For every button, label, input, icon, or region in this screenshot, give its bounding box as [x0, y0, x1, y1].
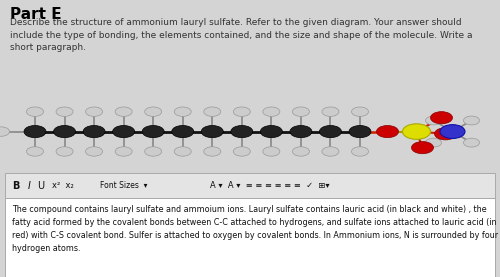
Circle shape — [204, 107, 221, 116]
Circle shape — [115, 107, 132, 116]
Circle shape — [426, 138, 442, 147]
Circle shape — [352, 107, 368, 116]
Text: The compound contains lauryl sulfate and ammoium ions. Lauryl sulfate contains l: The compound contains lauryl sulfate and… — [12, 205, 498, 253]
Circle shape — [322, 147, 339, 156]
FancyBboxPatch shape — [5, 198, 495, 277]
Circle shape — [263, 147, 280, 156]
Circle shape — [260, 125, 282, 138]
Circle shape — [83, 125, 105, 138]
Circle shape — [464, 138, 479, 147]
Circle shape — [402, 124, 430, 139]
Circle shape — [174, 107, 191, 116]
Circle shape — [464, 116, 479, 125]
Circle shape — [172, 125, 194, 138]
Circle shape — [144, 107, 162, 116]
Circle shape — [320, 125, 342, 138]
Circle shape — [24, 125, 46, 138]
Circle shape — [292, 107, 310, 116]
Circle shape — [349, 125, 371, 138]
Circle shape — [412, 142, 434, 154]
Circle shape — [56, 107, 73, 116]
Circle shape — [263, 107, 280, 116]
Text: U: U — [38, 181, 44, 191]
Circle shape — [142, 125, 164, 138]
Circle shape — [352, 147, 368, 156]
FancyBboxPatch shape — [5, 173, 495, 198]
Text: A ▾  A ▾  ≡ ≡ ≡ ≡ ≡ ≡  ✓  ⊞▾: A ▾ A ▾ ≡ ≡ ≡ ≡ ≡ ≡ ✓ ⊞▾ — [210, 181, 330, 190]
Circle shape — [322, 107, 339, 116]
Circle shape — [292, 147, 310, 156]
Circle shape — [174, 147, 191, 156]
Circle shape — [376, 125, 398, 138]
Circle shape — [234, 107, 250, 116]
Circle shape — [234, 147, 250, 156]
Circle shape — [434, 128, 456, 140]
Circle shape — [202, 125, 224, 138]
Circle shape — [115, 147, 132, 156]
Text: B: B — [12, 181, 20, 191]
Text: x²  x₂: x² x₂ — [52, 181, 74, 190]
Circle shape — [54, 125, 76, 138]
Circle shape — [430, 112, 452, 124]
Circle shape — [26, 147, 44, 156]
Circle shape — [231, 125, 253, 138]
Circle shape — [26, 107, 44, 116]
Circle shape — [204, 147, 221, 156]
Circle shape — [426, 116, 442, 125]
Circle shape — [144, 147, 162, 156]
Text: Font Sizes  ▾: Font Sizes ▾ — [100, 181, 148, 190]
FancyBboxPatch shape — [5, 91, 495, 173]
Circle shape — [0, 127, 10, 136]
Text: Part E: Part E — [10, 7, 62, 22]
Circle shape — [86, 107, 102, 116]
Circle shape — [86, 147, 102, 156]
Circle shape — [112, 125, 134, 138]
Circle shape — [56, 147, 73, 156]
Text: I: I — [28, 181, 30, 191]
Text: Describe the structure of ammonium lauryl sulfate. Refer to the given diagram. Y: Describe the structure of ammonium laury… — [10, 18, 472, 52]
Circle shape — [440, 125, 465, 138]
Circle shape — [290, 125, 312, 138]
